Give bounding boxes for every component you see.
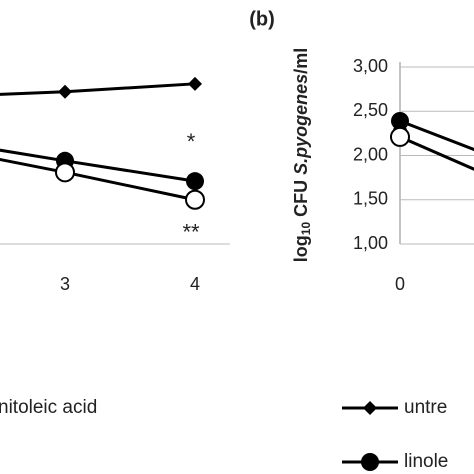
x-tick-label: 3 <box>60 274 70 294</box>
legend-label: nitoleic acid <box>0 397 97 418</box>
open-circle-marker <box>185 189 205 210</box>
series-line <box>0 148 196 183</box>
annotation: * <box>187 129 196 154</box>
series-line <box>399 119 474 152</box>
diamond-marker <box>188 76 202 91</box>
open-circle-marker <box>390 126 410 147</box>
chart-title: (b) <box>249 8 275 30</box>
x-tick-label: 4 <box>190 274 200 294</box>
open-circle-marker <box>55 162 75 183</box>
y-tick-label: 2,50 <box>353 100 388 120</box>
chart-panel: 3 4***nitoleic acid <box>0 76 230 418</box>
circle-marker <box>186 172 204 191</box>
legend-label: untre <box>404 397 447 418</box>
diamond-marker <box>363 401 377 415</box>
y-label-part: /ml <box>291 48 311 74</box>
y-tick-label: 2,00 <box>353 144 388 164</box>
chart-panel: 1,00 1,50 2,00 2,50 3,00 0 untre linole <box>342 56 474 472</box>
circle-marker <box>361 453 379 471</box>
y-tick-label: 1,00 <box>353 233 388 253</box>
series-line <box>0 82 196 96</box>
y-tick-label: 1,50 <box>353 189 388 209</box>
y-tick-label: 3,00 <box>353 56 388 76</box>
series-line <box>399 135 474 171</box>
legend-label: linole <box>404 451 448 472</box>
y-axis-label: log10 CFU S.pyogenes/ml <box>291 48 313 262</box>
diamond-marker <box>58 84 72 99</box>
y-label-part: 10 <box>299 222 313 236</box>
x-tick-label: 0 <box>395 274 405 294</box>
annotation: ** <box>182 220 200 245</box>
y-label-part: log <box>291 235 311 262</box>
y-label-part: S.pyogenes <box>291 74 311 175</box>
y-label-part: CFU <box>291 175 311 222</box>
circle-marker <box>391 111 409 130</box>
